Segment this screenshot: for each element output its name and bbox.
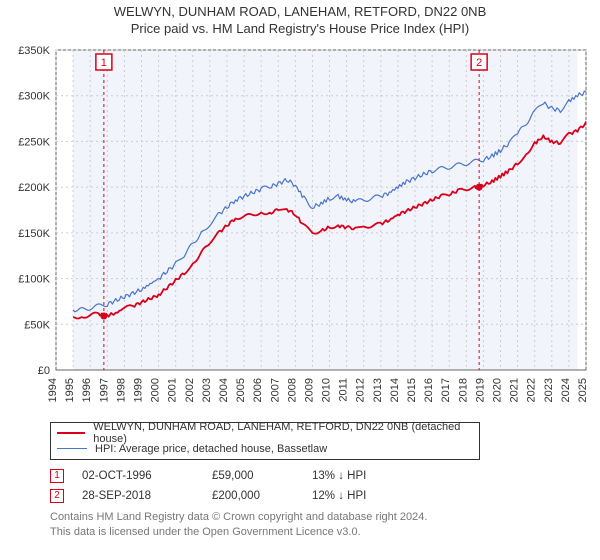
legend-item: WELWYN, DUNHAM ROAD, LANEHAM, RETFORD, D… [57, 425, 473, 441]
svg-text:2005: 2005 [235, 378, 247, 402]
info-row: 1 02-OCT-1996£59,00013% ↓ HPI [50, 466, 594, 486]
svg-text:£50K: £50K [24, 319, 50, 331]
svg-text:2024: 2024 [560, 378, 572, 402]
titles: WELWYN, DUNHAM ROAD, LANEHAM, RETFORD, D… [6, 4, 594, 38]
info-pct: 13% ↓ HPI [312, 470, 422, 482]
footer: Contains HM Land Registry data © Crown c… [50, 510, 594, 540]
svg-text:2015: 2015 [406, 378, 418, 402]
svg-text:£200K: £200K [18, 182, 50, 194]
svg-text:2: 2 [476, 57, 482, 69]
svg-text:2011: 2011 [338, 378, 350, 402]
svg-text:2020: 2020 [492, 378, 504, 402]
svg-text:2013: 2013 [372, 378, 384, 402]
svg-text:2007: 2007 [269, 378, 281, 402]
info-date: 28-SEP-2018 [82, 490, 212, 502]
svg-text:1: 1 [101, 57, 107, 69]
title-line2: Price paid vs. HM Land Registry's House … [6, 21, 594, 38]
svg-text:2019: 2019 [474, 378, 486, 402]
svg-text:2008: 2008 [286, 378, 298, 402]
legend-swatch [57, 448, 87, 449]
svg-text:2022: 2022 [526, 378, 538, 402]
legend-label: HPI: Average price, detached house, Bass… [95, 443, 327, 455]
svg-text:£150K: £150K [18, 228, 50, 240]
marker-info: 1 02-OCT-1996£59,00013% ↓ HPI 2 28-SEP-2018… [50, 466, 594, 506]
info-date: 02-OCT-1996 [82, 470, 212, 482]
svg-text:2002: 2002 [184, 378, 196, 402]
svg-text:2000: 2000 [150, 378, 162, 402]
svg-text:2006: 2006 [252, 378, 264, 402]
svg-text:1995: 1995 [64, 378, 76, 402]
svg-text:1997: 1997 [98, 378, 110, 402]
svg-text:2025: 2025 [577, 378, 589, 402]
svg-text:2012: 2012 [355, 378, 367, 402]
chart-container: WELWYN, DUNHAM ROAD, LANEHAM, RETFORD, D… [0, 0, 600, 560]
svg-text:2016: 2016 [423, 378, 435, 402]
info-marker-box: 2 [50, 489, 64, 503]
svg-text:2018: 2018 [457, 378, 469, 402]
svg-text:1994: 1994 [47, 378, 59, 402]
svg-text:£300K: £300K [18, 90, 50, 102]
legend-label: WELWYN, DUNHAM ROAD, LANEHAM, RETFORD, D… [93, 421, 473, 445]
svg-text:2004: 2004 [218, 378, 230, 402]
info-marker-box: 1 [50, 469, 64, 483]
legend: WELWYN, DUNHAM ROAD, LANEHAM, RETFORD, D… [50, 422, 480, 460]
title-line1: WELWYN, DUNHAM ROAD, LANEHAM, RETFORD, D… [6, 4, 594, 21]
svg-text:£250K: £250K [18, 136, 50, 148]
svg-text:£0: £0 [38, 365, 50, 377]
svg-text:£350K: £350K [18, 45, 50, 57]
info-row: 2 28-SEP-2018£200,00012% ↓ HPI [50, 486, 594, 506]
chart-area: £0 £50K £100K £150K £200K £250K £300K £350K 1994… [6, 42, 594, 418]
svg-text:2001: 2001 [167, 378, 179, 402]
svg-text:1999: 1999 [132, 378, 144, 402]
info-price: £59,000 [212, 470, 312, 482]
svg-text:2010: 2010 [321, 378, 333, 402]
svg-text:£100K: £100K [18, 273, 50, 285]
svg-text:2023: 2023 [543, 378, 555, 402]
svg-text:2014: 2014 [389, 378, 401, 402]
footer-line1: Contains HM Land Registry data © Crown c… [50, 510, 594, 525]
svg-text:1996: 1996 [81, 378, 93, 402]
svg-text:2003: 2003 [201, 378, 213, 402]
footer-line2: This data is licensed under the Open Gov… [50, 525, 594, 540]
svg-text:2017: 2017 [440, 378, 452, 402]
svg-text:2021: 2021 [509, 378, 521, 402]
svg-text:2009: 2009 [303, 378, 315, 402]
info-pct: 12% ↓ HPI [312, 490, 422, 502]
svg-text:1998: 1998 [115, 378, 127, 402]
chart-svg: £0 £50K £100K £150K £200K £250K £300K £350K 1994… [6, 42, 594, 418]
legend-swatch [57, 432, 85, 434]
info-price: £200,000 [212, 490, 312, 502]
